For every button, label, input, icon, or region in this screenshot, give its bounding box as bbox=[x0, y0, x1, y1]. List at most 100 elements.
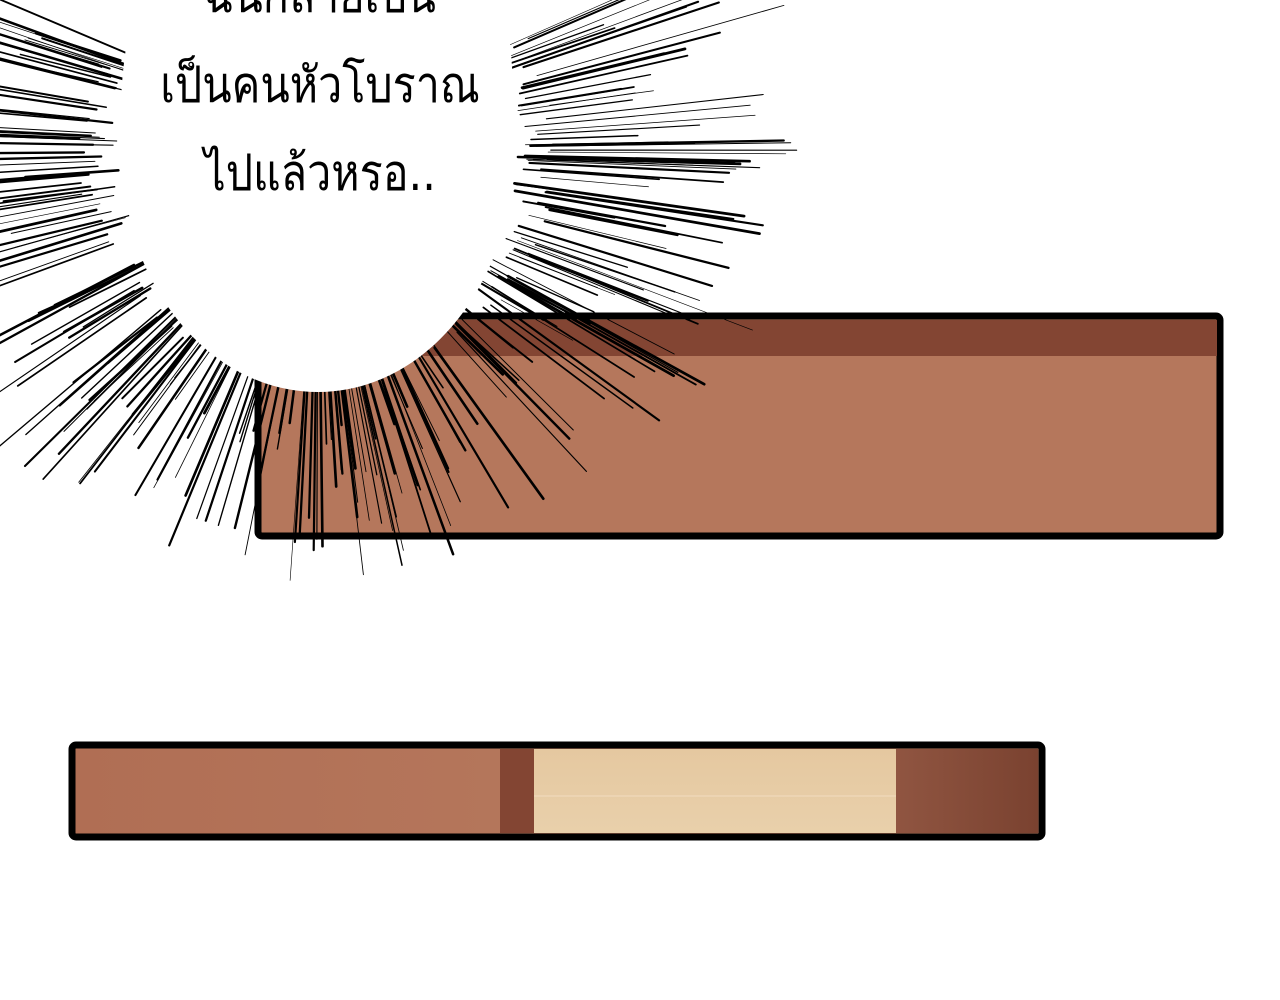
cream-panel bbox=[534, 749, 896, 833]
speed-line bbox=[0, 132, 100, 138]
speed-line bbox=[0, 241, 110, 282]
speed-line bbox=[527, 0, 620, 40]
speech-bubble bbox=[120, 0, 514, 392]
speed-line bbox=[528, 214, 667, 249]
speed-line bbox=[366, 369, 403, 494]
speed-line bbox=[516, 155, 736, 165]
speed-line bbox=[338, 370, 359, 519]
speed-line bbox=[0, 309, 162, 447]
speed-line bbox=[513, 182, 746, 218]
speed-line bbox=[41, 37, 138, 71]
speed-line bbox=[10, 211, 112, 234]
speed-line bbox=[509, 282, 675, 378]
speed-line bbox=[530, 134, 639, 141]
speed-line bbox=[0, 41, 129, 82]
speed-line bbox=[0, 193, 93, 211]
speed-line bbox=[79, 315, 211, 485]
speed-line bbox=[528, 161, 731, 174]
speed-line bbox=[527, 252, 683, 314]
speed-line bbox=[289, 375, 305, 581]
speed-line bbox=[527, 160, 737, 170]
speed-line bbox=[0, 127, 96, 134]
speed-line bbox=[0, 34, 103, 68]
speed-line bbox=[134, 336, 229, 497]
speed-line bbox=[509, 0, 683, 64]
speed-line bbox=[547, 151, 787, 155]
speed-line bbox=[0, 51, 118, 84]
speed-line bbox=[545, 93, 764, 120]
speed-line bbox=[57, 314, 191, 455]
speed-line bbox=[529, 141, 696, 147]
speed-line bbox=[93, 327, 174, 402]
speed-line bbox=[522, 168, 660, 181]
speed-line bbox=[0, 165, 99, 174]
speed-line bbox=[516, 277, 595, 313]
speed-line bbox=[512, 6, 687, 68]
speed-line bbox=[0, 259, 152, 345]
speed-line bbox=[548, 208, 679, 237]
speed-line bbox=[540, 168, 725, 184]
speed-line bbox=[523, 154, 751, 163]
speed-line bbox=[544, 191, 764, 227]
speed-line bbox=[482, 306, 605, 400]
speed-line bbox=[68, 268, 147, 308]
speed-line bbox=[513, 189, 761, 235]
speed-line bbox=[403, 343, 467, 452]
speed-line bbox=[518, 54, 689, 95]
speed-line bbox=[476, 287, 661, 422]
speed-line bbox=[520, 86, 635, 107]
speed-line bbox=[82, 274, 168, 328]
speed-line bbox=[522, 1, 720, 69]
speed-line bbox=[506, 278, 697, 386]
speed-line bbox=[16, 297, 148, 387]
speed-line bbox=[537, 124, 701, 135]
speed-line bbox=[0, 219, 103, 247]
speed-line bbox=[0, 222, 123, 263]
speed-line bbox=[63, 303, 192, 432]
speed-line bbox=[62, 286, 144, 334]
speed-line bbox=[5, 142, 114, 146]
dialogue-line-2: เป็นคนหัวโบราณ bbox=[160, 56, 480, 114]
speed-line bbox=[510, 27, 616, 64]
speed-line bbox=[513, 247, 699, 325]
speed-line bbox=[0, 193, 83, 208]
speed-line bbox=[517, 92, 636, 111]
speed-line bbox=[525, 141, 669, 146]
speed-line bbox=[0, 0, 127, 54]
speed-line bbox=[168, 358, 248, 547]
speed-line bbox=[441, 314, 505, 376]
speed-line bbox=[462, 307, 534, 363]
speed-line bbox=[0, 134, 81, 141]
speed-line bbox=[2, 188, 99, 203]
speed-line bbox=[505, 238, 644, 291]
speed-line bbox=[358, 358, 404, 551]
speed-line bbox=[536, 4, 785, 77]
speed-line bbox=[80, 295, 192, 399]
speed-line bbox=[0, 130, 92, 137]
speed-line bbox=[505, 256, 599, 296]
speed-line bbox=[0, 214, 131, 253]
dialogue-line-3: ไปแล้วหรอ.. bbox=[204, 144, 436, 202]
speed-line bbox=[500, 299, 574, 341]
speed-line bbox=[491, 285, 635, 378]
speed-line bbox=[121, 336, 184, 400]
speed-line bbox=[544, 206, 723, 244]
speed-line bbox=[137, 332, 219, 450]
speed-line bbox=[24, 39, 125, 71]
speed-line bbox=[0, 295, 141, 393]
speed-line bbox=[0, 155, 103, 161]
speed-line bbox=[524, 104, 751, 127]
speed-lines-burst bbox=[0, 0, 798, 581]
speed-line bbox=[0, 151, 86, 155]
speed-line bbox=[0, 208, 98, 233]
speed-line bbox=[0, 93, 98, 111]
speed-line bbox=[486, 263, 679, 374]
speed-line bbox=[532, 158, 761, 169]
speed-line bbox=[24, 168, 120, 179]
speed-line bbox=[233, 374, 274, 530]
speed-line bbox=[0, 195, 115, 218]
speed-line bbox=[0, 203, 101, 225]
speed-line bbox=[386, 366, 423, 450]
speed-line bbox=[391, 349, 461, 503]
speed-line bbox=[490, 304, 634, 409]
